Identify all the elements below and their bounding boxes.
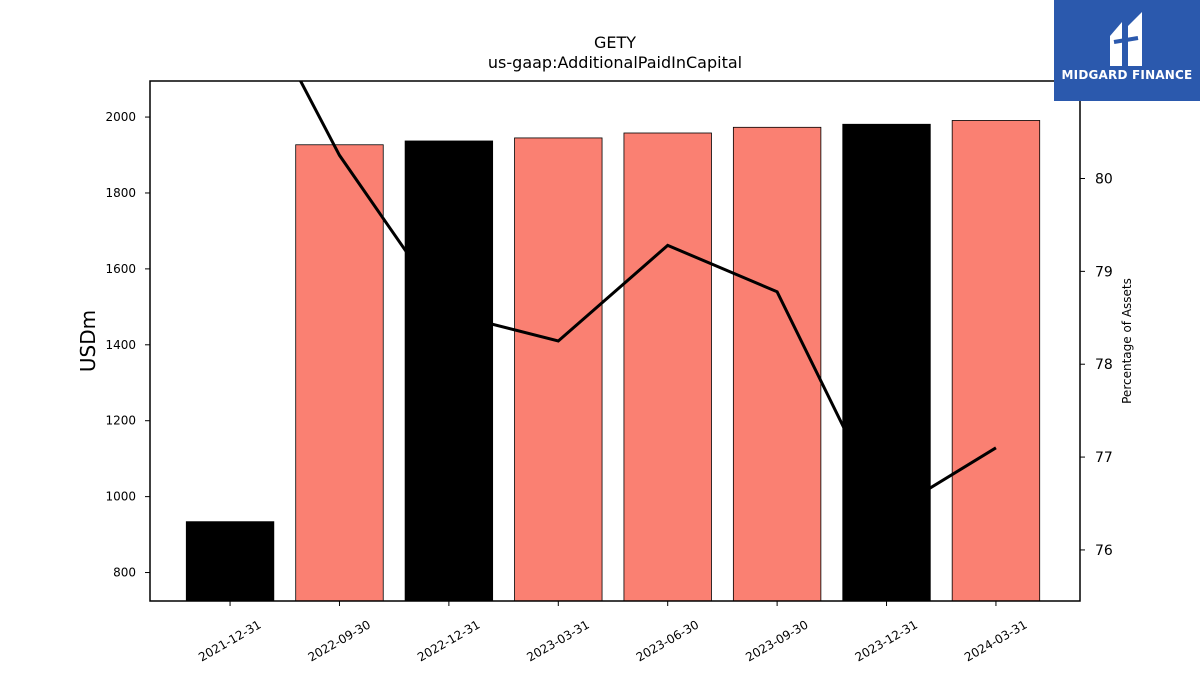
bar: [951, 120, 1041, 602]
bar: [732, 126, 822, 602]
bar: [514, 137, 603, 602]
x-tick-label: 2022-12-31: [415, 617, 482, 664]
y2-tick-label: 78: [1095, 357, 1113, 373]
logo: MIDGARD FINANCE: [1054, 0, 1200, 101]
y-tick-label: 1800: [105, 186, 136, 200]
x-tick-label: 2023-09-30: [743, 617, 810, 664]
y-tick-label: 1200: [105, 414, 136, 428]
bar: [185, 521, 275, 602]
y-tick-label: 2000: [105, 110, 136, 124]
x-tick-label: 2023-06-30: [634, 617, 701, 664]
y2-tick-label: 79: [1095, 264, 1113, 280]
y2-axis-label: Percentage of Assets: [1120, 278, 1134, 404]
x-tick-label: 2023-12-31: [853, 617, 920, 664]
x-tick-label: 2022-09-30: [306, 617, 373, 664]
logo-mark-icon: [1110, 12, 1142, 66]
y2-tick-label: 76: [1095, 543, 1113, 559]
y-axis-label: USDm: [76, 310, 100, 372]
x-axis-ticks: 2021-12-31 2022-09-30 2022-12-31 2023-03-31…: [196, 601, 1029, 664]
right-axis-ticks: 76 77 78 79 80: [1080, 172, 1113, 559]
bar: [295, 144, 384, 602]
plot-frame: [149, 80, 1081, 602]
chart-subtitle: us-gaap:AdditionalPaidInCapital: [488, 53, 742, 72]
bar: [623, 132, 712, 602]
logo-text: MIDGARD FINANCE: [1061, 68, 1193, 82]
chart-title: GETY: [594, 33, 636, 52]
y-tick-label: 1600: [105, 262, 136, 276]
x-tick-label: 2021-12-31: [196, 617, 263, 664]
line-group: [298, 81, 997, 517]
percentage-line: [298, 81, 997, 517]
bar: [404, 140, 494, 602]
y-tick-label: 800: [113, 566, 136, 580]
y-tick-label: 1400: [105, 338, 136, 352]
y-tick-label: 1000: [105, 490, 136, 504]
bar-group: [185, 120, 1041, 602]
y2-tick-label: 77: [1095, 450, 1113, 466]
y2-tick-label: 80: [1095, 172, 1113, 188]
bar: [842, 123, 931, 602]
x-tick-label: 2023-03-31: [524, 617, 591, 664]
x-tick-label: 2024-03-31: [962, 617, 1029, 664]
left-axis-ticks: 800 1000 1200 1400 1600 1800 2000: [105, 110, 150, 580]
